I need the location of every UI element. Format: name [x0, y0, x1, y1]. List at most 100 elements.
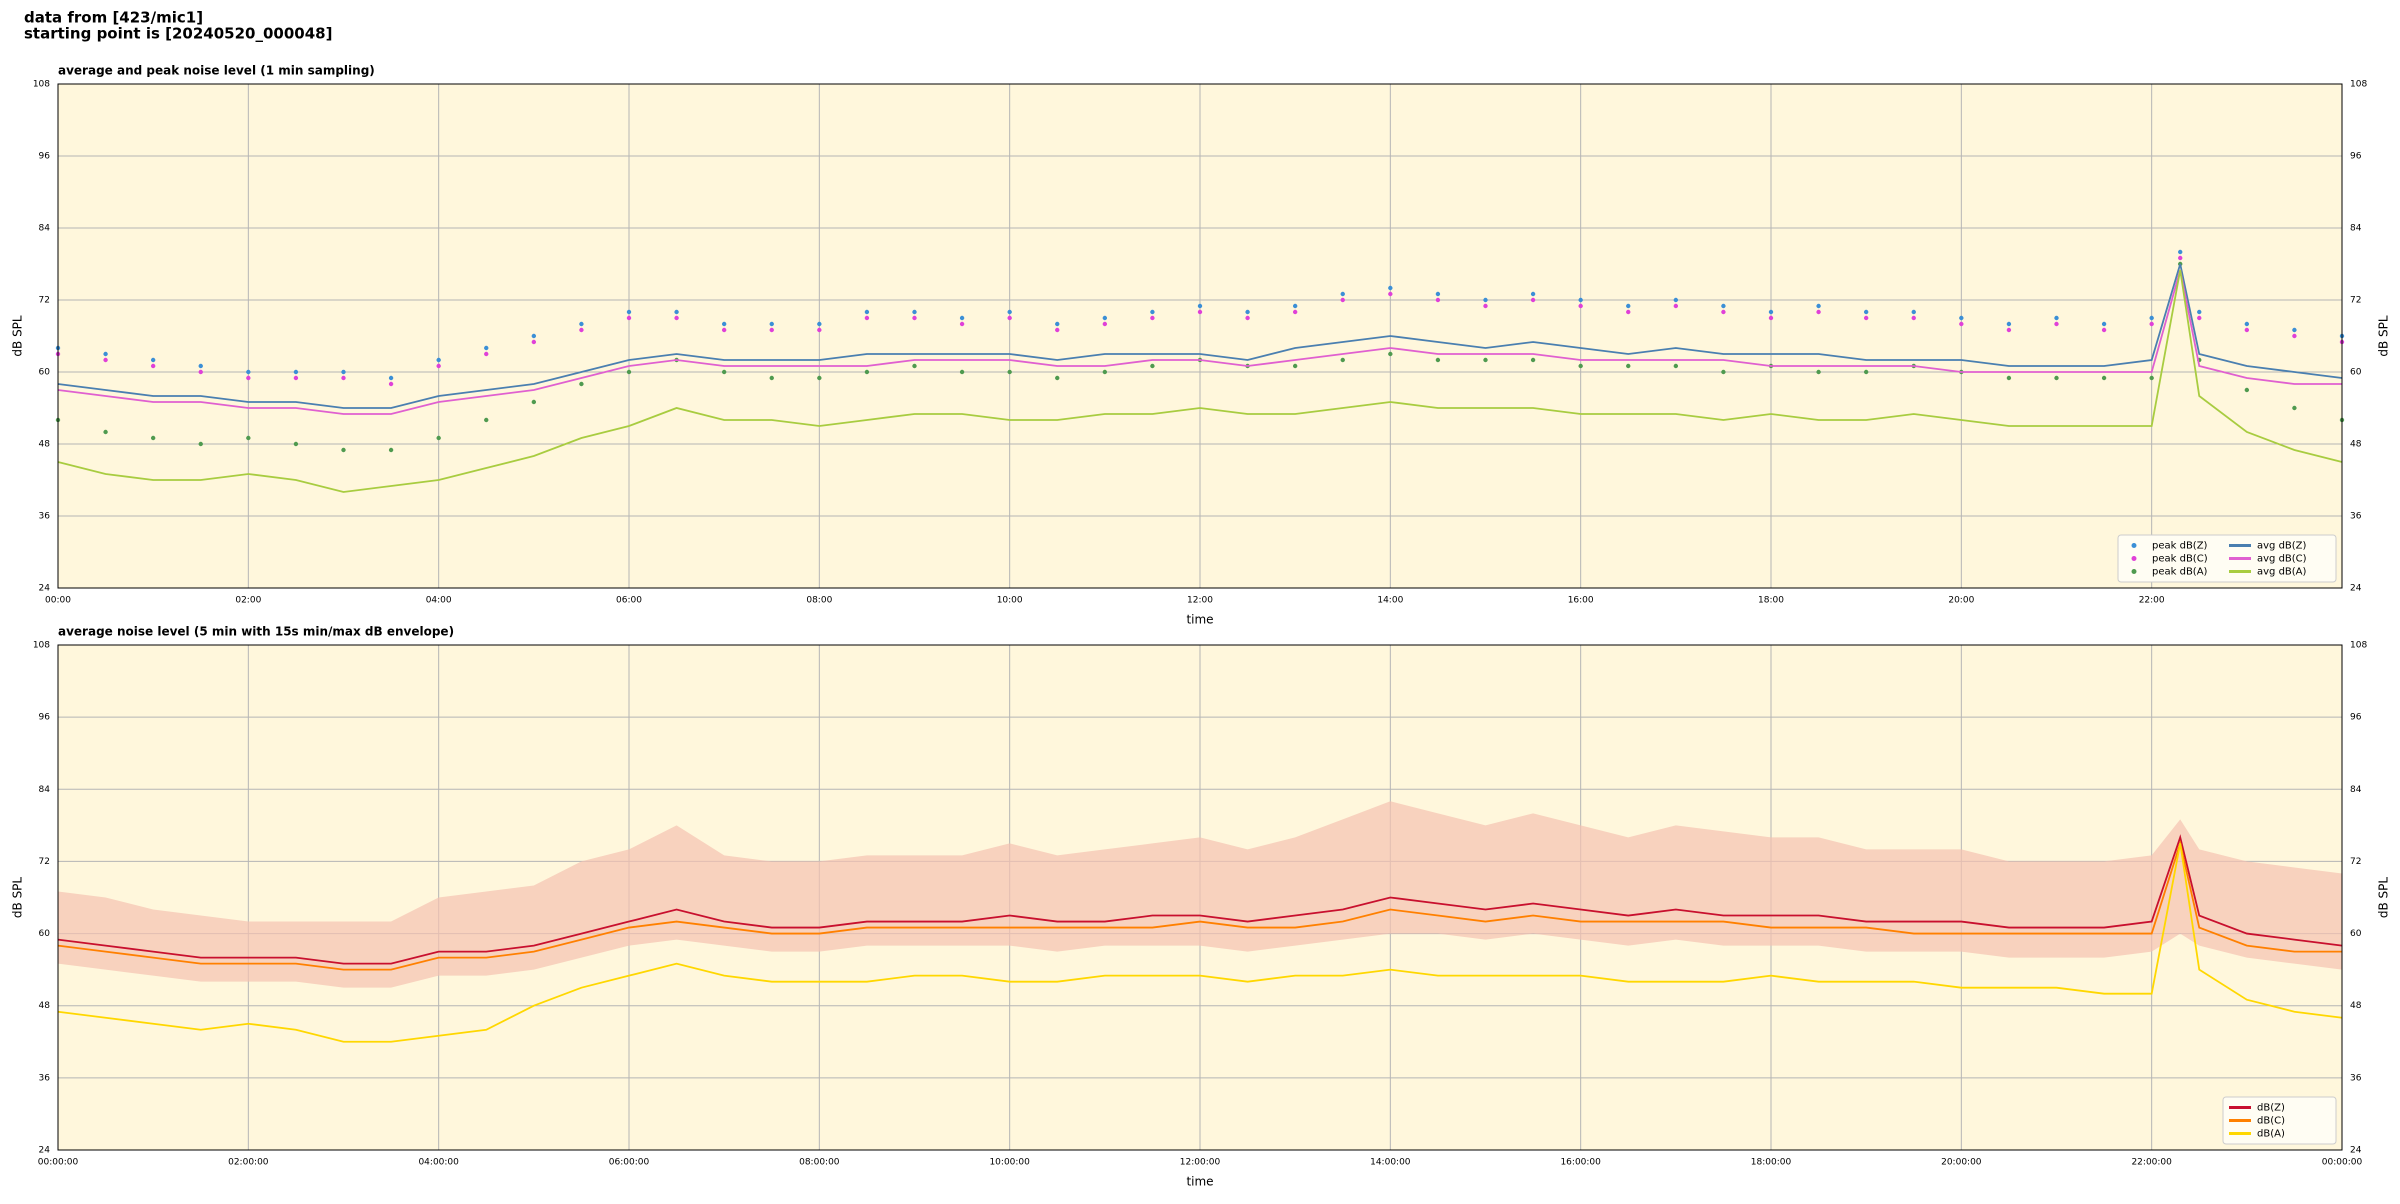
peak-marker: [2006, 327, 2012, 333]
peak-marker: [1816, 369, 1821, 375]
peak-marker: [1292, 309, 1298, 315]
plot-frame: [57, 644, 2343, 1151]
peak-marker: [531, 339, 537, 345]
peak-marker: [2006, 375, 2012, 381]
y-tick-label: 60: [2350, 929, 2362, 939]
x-tick-label: 14:00:00: [1370, 1158, 1411, 1168]
legend-box: [2222, 1096, 2337, 1145]
peak-marker: [817, 327, 822, 333]
peak-marker: [1102, 315, 1108, 321]
peak-marker: [721, 369, 727, 375]
peak-marker: [1863, 369, 1869, 375]
y-tick-label: 72: [2350, 857, 2361, 867]
series-line: [57, 839, 2342, 971]
peak-marker: [341, 369, 346, 375]
y-tick-label: 72: [39, 857, 50, 867]
peak-marker: [1578, 363, 1583, 369]
peak-marker: [2054, 321, 2059, 327]
peak-marker: [1626, 363, 1631, 369]
peak-marker: [150, 363, 156, 369]
peak-marker: [2149, 315, 2154, 321]
x-tick-label: 12:00:00: [1180, 1158, 1221, 1168]
x-tick-label: 08:00: [806, 596, 832, 606]
peak-marker: [1530, 297, 1536, 303]
y-axis-label: dB SPL: [2377, 315, 2391, 357]
y-tick-label: 36: [2350, 1073, 2362, 1083]
peak-marker: [2006, 321, 2012, 327]
peak-marker: [626, 309, 632, 315]
legend-label: dB(Z): [2257, 1103, 2285, 1114]
peak-marker: [246, 435, 251, 441]
y-tick-label: 84: [39, 224, 51, 234]
peak-marker: [484, 417, 489, 423]
chart-title: average and peak noise level (1 min samp…: [58, 64, 375, 78]
peak-marker: [1768, 309, 1774, 315]
peak-marker: [769, 375, 774, 381]
peak-marker: [1911, 309, 1916, 315]
x-tick-label: 00:00:00: [38, 1158, 79, 1168]
peak-marker: [1292, 363, 1298, 369]
plot-frame: [57, 83, 2343, 589]
peak-marker: [293, 369, 299, 375]
peak-marker: [246, 369, 251, 375]
x-tick-label: 12:00: [1187, 596, 1213, 606]
peak-marker: [721, 321, 727, 327]
peak-marker: [817, 321, 822, 327]
peak-marker: [1435, 291, 1441, 297]
peak-marker: [436, 357, 441, 363]
peak-marker: [579, 381, 584, 387]
y-tick-label: 48: [2350, 1001, 2362, 1011]
y-tick-label: 108: [33, 80, 50, 90]
y-axis-label: dB SPL: [11, 877, 25, 919]
peak-marker: [1197, 303, 1203, 309]
peak-marker: [198, 363, 203, 369]
y-tick-label: 96: [2350, 713, 2362, 723]
peak-marker: [1816, 303, 1821, 309]
peak-marker: [1578, 297, 1583, 303]
x-tick-label: 02:00: [235, 596, 261, 606]
legend-label: peak dB(C): [2152, 554, 2208, 565]
x-tick-label: 06:00:00: [609, 1158, 650, 1168]
peak-marker: [484, 351, 489, 357]
legend-label: dB(A): [2257, 1129, 2285, 1140]
legend-box: [2117, 534, 2337, 583]
y-tick-label: 36: [2350, 512, 2362, 522]
peak-marker: [103, 429, 108, 435]
y-tick-label: 72: [2350, 296, 2361, 306]
peak-marker: [769, 327, 774, 333]
peak-marker: [1626, 309, 1631, 315]
peak-marker: [1483, 357, 1488, 363]
legend-label: avg dB(A): [2257, 567, 2307, 578]
y-tick-label: 96: [39, 713, 51, 723]
peak-marker: [1911, 315, 1916, 321]
peak-marker: [388, 375, 394, 381]
y-tick-label: 48: [39, 1001, 51, 1011]
peak-marker: [1150, 315, 1155, 321]
peak-marker: [1388, 291, 1393, 297]
legend-label: avg dB(Z): [2257, 541, 2307, 552]
peak-marker: [103, 357, 108, 363]
x-tick-label: 14:00: [1377, 596, 1403, 606]
peak-marker: [2101, 375, 2107, 381]
peak-marker: [1102, 321, 1108, 327]
y-tick-label: 48: [39, 440, 51, 450]
peak-marker: [1673, 363, 1679, 369]
peak-marker: [2054, 375, 2059, 381]
peak-marker: [198, 441, 203, 447]
peak-marker: [2149, 375, 2154, 381]
peak-marker: [1673, 297, 1679, 303]
peak-marker: [531, 399, 537, 405]
x-tick-label: 16:00:00: [1560, 1158, 1601, 1168]
header-line: data from [423/mic1]: [24, 9, 203, 27]
peak-marker: [484, 345, 489, 351]
legend-marker: [2131, 569, 2137, 574]
peak-marker: [1530, 357, 1536, 363]
peak-marker: [1435, 357, 1441, 363]
peak-marker: [1245, 315, 1250, 321]
y-tick-label: 36: [39, 512, 51, 522]
peak-marker: [2197, 309, 2202, 315]
peak-marker: [2101, 321, 2107, 327]
peak-marker: [1626, 303, 1631, 309]
x-tick-label: 00:00:00: [2322, 1158, 2363, 1168]
peak-marker: [1055, 375, 1060, 381]
